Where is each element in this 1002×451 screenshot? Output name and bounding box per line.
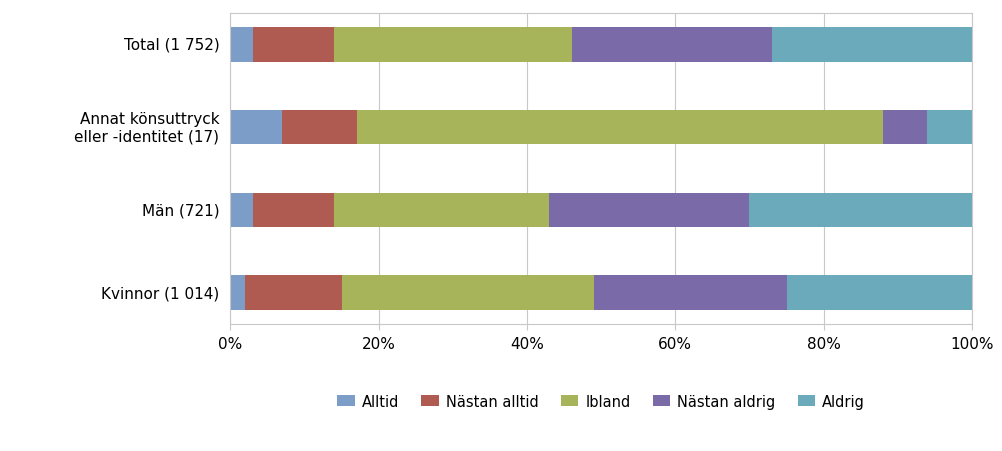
Bar xyxy=(549,193,749,228)
Bar xyxy=(335,28,571,62)
Bar xyxy=(772,28,972,62)
Bar xyxy=(571,28,772,62)
Bar xyxy=(245,276,342,311)
Bar xyxy=(230,28,253,62)
Bar xyxy=(787,276,972,311)
Bar xyxy=(230,110,283,145)
Bar xyxy=(230,193,253,228)
Bar xyxy=(283,110,357,145)
Bar xyxy=(253,193,335,228)
Bar xyxy=(342,276,594,311)
Bar xyxy=(928,110,972,145)
Bar xyxy=(594,276,787,311)
Bar xyxy=(253,28,335,62)
Bar xyxy=(335,193,549,228)
Bar xyxy=(883,110,928,145)
Legend: Alltid, Nästan alltid, Ibland, Nästan aldrig, Aldrig: Alltid, Nästan alltid, Ibland, Nästan al… xyxy=(332,388,871,414)
Bar xyxy=(357,110,883,145)
Bar xyxy=(749,193,972,228)
Bar xyxy=(230,276,245,311)
